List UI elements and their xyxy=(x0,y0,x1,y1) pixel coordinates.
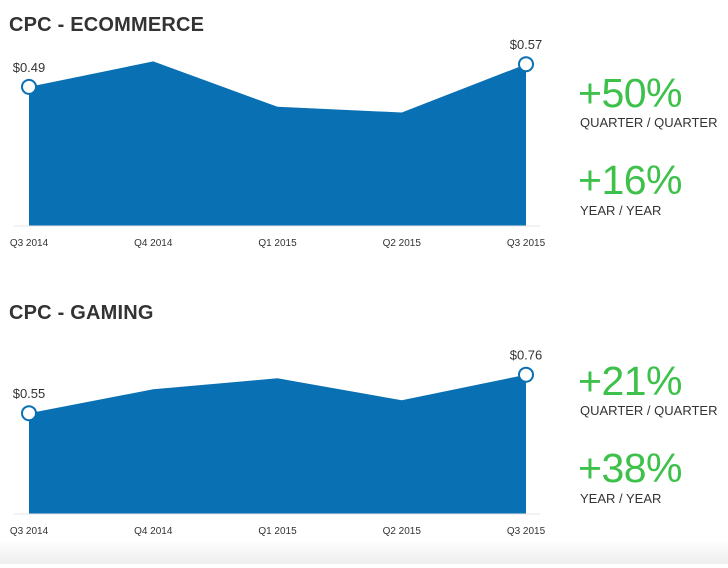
data-label: $0.57 xyxy=(510,37,543,52)
x-tick-label: Q2 2015 xyxy=(383,526,422,537)
area-series xyxy=(29,374,526,514)
data-label: $0.76 xyxy=(510,348,543,363)
ecommerce-qoq-label: QUARTER / QUARTER xyxy=(580,115,718,130)
data-point-marker xyxy=(21,78,37,95)
gaming-area-chart: Q3 2014 Q4 2014 Q1 2015 Q2 2015 Q3 2015 $0.55… xyxy=(10,348,546,537)
x-tick-label: Q4 2014 xyxy=(134,526,173,537)
data-point-marker xyxy=(518,56,534,73)
data-label: $0.55 xyxy=(13,386,46,401)
gaming-yoy-label: YEAR / YEAR xyxy=(580,491,662,506)
gaming-qoq-label: QUARTER / QUARTER xyxy=(580,403,718,418)
area-series xyxy=(29,61,526,227)
x-tick-label: Q1 2015 xyxy=(258,526,297,537)
data-point-marker xyxy=(518,366,534,383)
ecommerce-yoy-value: +16% xyxy=(578,157,683,203)
ecommerce-qoq-value: +50% xyxy=(578,70,683,116)
page-bottom-shadow xyxy=(0,540,728,564)
x-tick-label: Q3 2015 xyxy=(507,526,546,537)
gaming-title: CPC - GAMING xyxy=(9,302,154,324)
gaming-section: CPC - GAMING Q3 2014 Q4 2014 Q1 2015 Q2 201… xyxy=(0,288,728,568)
x-tick-label: Q3 2014 xyxy=(10,238,49,249)
x-tick-label: Q1 2015 xyxy=(258,238,297,249)
gaming-qoq-value: +21% xyxy=(578,358,683,404)
ecommerce-title: CPC - ECOMMERCE xyxy=(9,14,205,36)
data-label: $0.49 xyxy=(13,60,46,75)
gaming-yoy-value: +38% xyxy=(578,445,683,491)
x-tick-label: Q3 2015 xyxy=(507,238,546,249)
ecommerce-section: CPC - ECOMMERCE Q3 2014 Q4 2014 Q1 2015 Q2 … xyxy=(0,0,728,280)
data-point-marker xyxy=(21,405,37,422)
ecommerce-yoy-label: YEAR / YEAR xyxy=(580,203,662,218)
x-tick-label: Q4 2014 xyxy=(134,238,173,249)
ecommerce-area-chart: Q3 2014 Q4 2014 Q1 2015 Q2 2015 Q3 2015 $0.49… xyxy=(10,37,546,249)
x-tick-label: Q2 2015 xyxy=(383,238,422,249)
x-tick-label: Q3 2014 xyxy=(10,526,49,537)
